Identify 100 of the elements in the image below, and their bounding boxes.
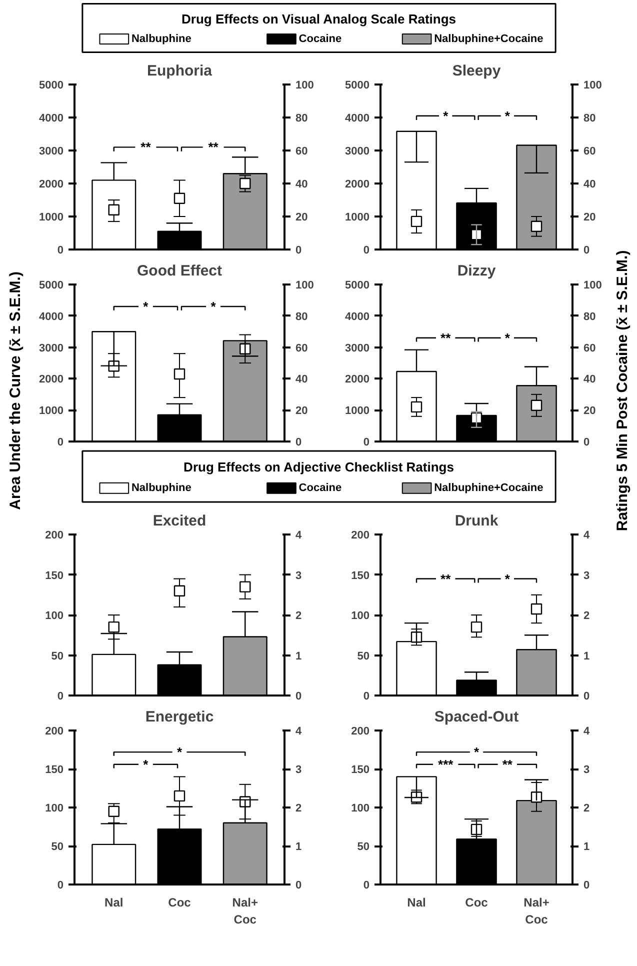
y-tick-label: 5000 [345, 80, 370, 92]
chart-title: Spaced-Out [434, 708, 519, 726]
annotation: * [143, 756, 150, 772]
y2-tick-label: 2 [296, 802, 302, 814]
y-tick-label: 150 [351, 570, 370, 582]
y2-tick-label: 100 [584, 80, 602, 92]
point [530, 603, 542, 615]
y2-tick-label: 0 [584, 436, 590, 448]
annotation: * [474, 744, 480, 760]
x-tick-label: Nal [407, 896, 426, 910]
category-label: Nalbuphine+Cocaine [434, 33, 544, 45]
y-tick-label: 5000 [39, 280, 64, 292]
category-label: Cocaine [298, 33, 342, 45]
y2-tick-label: 2 [584, 802, 590, 814]
chart-title: Sleepy [452, 62, 502, 80]
point [240, 178, 251, 190]
chart-title: Dizzy [457, 262, 496, 280]
y2-tick-label: 20 [296, 212, 308, 224]
y-tick-label: 2000 [345, 178, 370, 190]
y2-tick-label: 0 [296, 436, 302, 448]
point [530, 220, 542, 232]
x-tick-label: Coc [168, 896, 192, 910]
y-tick-label: 200 [351, 726, 370, 738]
y-tick-label: 0 [363, 690, 370, 702]
y2-tick-label: 0 [296, 244, 302, 256]
annotation: * [443, 108, 450, 124]
y2-tick-label: 80 [584, 310, 596, 323]
y2-tick-label: 3 [584, 570, 590, 582]
y2-tick-label: 2 [584, 610, 590, 622]
y2-tick-label: 3 [296, 764, 302, 776]
y2-tick-label: 0 [584, 880, 590, 892]
y-tick-label: 1000 [39, 405, 64, 418]
y-tick-label: 100 [351, 802, 370, 814]
text: Drug Effects on Visual Analog Scale Ratings [182, 12, 456, 27]
y2-tick-label: 0 [296, 880, 302, 892]
y2-tick-label: 20 [584, 212, 596, 224]
y2-tick-label: 40 [584, 178, 596, 190]
y2-tick-label: 20 [584, 405, 596, 418]
y2-tick-label: 4 [584, 726, 590, 738]
annotation: * [143, 298, 150, 314]
chart-title: Drunk [454, 512, 499, 530]
y2-tick-label: 40 [296, 178, 308, 190]
annotation: ** [208, 140, 220, 155]
x-tick-label: Nal+ Coc [524, 896, 550, 926]
y2-tick-label: 80 [584, 112, 596, 124]
annotation: ** [140, 140, 152, 155]
y2-tick-label: 0 [584, 690, 590, 702]
y-tick-label: 5000 [39, 80, 64, 92]
y-tick-label: 2000 [39, 374, 64, 386]
y2-tick-label: 4 [296, 530, 302, 542]
y-tick-label: 0 [57, 244, 64, 256]
y2-tick-label: 0 [584, 244, 590, 256]
annotation: * [210, 298, 217, 314]
y-tick-label: 2000 [345, 374, 370, 386]
annotation: ** [440, 330, 452, 346]
x-tick-label: Nal+ Coc [232, 896, 258, 926]
y2-tick-label: 3 [584, 764, 590, 776]
category-label: Cocaine [298, 482, 342, 494]
y-tick-label: 1000 [345, 405, 370, 418]
y-tick-label: 1000 [39, 212, 64, 224]
y2-tick-label: 60 [584, 146, 596, 158]
y-tick-label: 0 [363, 244, 370, 256]
y2-tick-label: 1 [296, 650, 302, 662]
y2-tick-label: 20 [296, 405, 308, 418]
category-label: Nalbuphine [131, 33, 192, 45]
y2-tick-label: 3 [296, 570, 302, 582]
y-tick-label: 100 [45, 610, 64, 622]
point [470, 621, 482, 633]
annotation: * [504, 108, 511, 124]
y2-tick-label: 2 [296, 610, 302, 622]
category-label: Nalbuphine [131, 482, 192, 494]
text: Drug Effects on Adjective Checklist Ratings [184, 460, 454, 475]
y2-tick-label: 60 [584, 342, 596, 354]
y-tick-label: 0 [363, 880, 370, 892]
y-tick-label: 3000 [345, 342, 370, 354]
chart-title: Good Effect [137, 262, 222, 280]
y-tick-label: 0 [57, 880, 64, 892]
y-tick-label: 200 [45, 530, 64, 542]
y2-tick-label: 40 [296, 374, 308, 386]
y-tick-label: 150 [351, 764, 370, 776]
y-tick-label: 1000 [345, 212, 370, 224]
y-tick-label: 50 [51, 650, 64, 662]
y-tick-label: 100 [351, 610, 370, 622]
y2-axis-title: Ratings 5 Min Post Cocaine (x̄ ± S.E.M.) [614, 250, 631, 532]
y-tick-label: 4000 [39, 112, 64, 124]
annotation: * [504, 330, 511, 346]
y-tick-label: 0 [57, 690, 64, 702]
chart-title: Excited [152, 512, 206, 530]
x-tick-label: Nal [104, 896, 124, 910]
annotation: ** [440, 571, 452, 586]
y2-tick-label: 0 [296, 690, 302, 702]
annotation: * [504, 571, 511, 586]
y2-tick-label: 1 [584, 841, 590, 853]
y2-tick-label: 100 [296, 280, 314, 292]
y-tick-label: 150 [45, 570, 64, 582]
annotation: * [176, 744, 183, 760]
y2-tick-label: 4 [584, 530, 590, 542]
y-tick-label: 0 [363, 436, 370, 448]
y-tick-label: 4000 [345, 112, 370, 124]
chart-title: Euphoria [147, 62, 213, 80]
